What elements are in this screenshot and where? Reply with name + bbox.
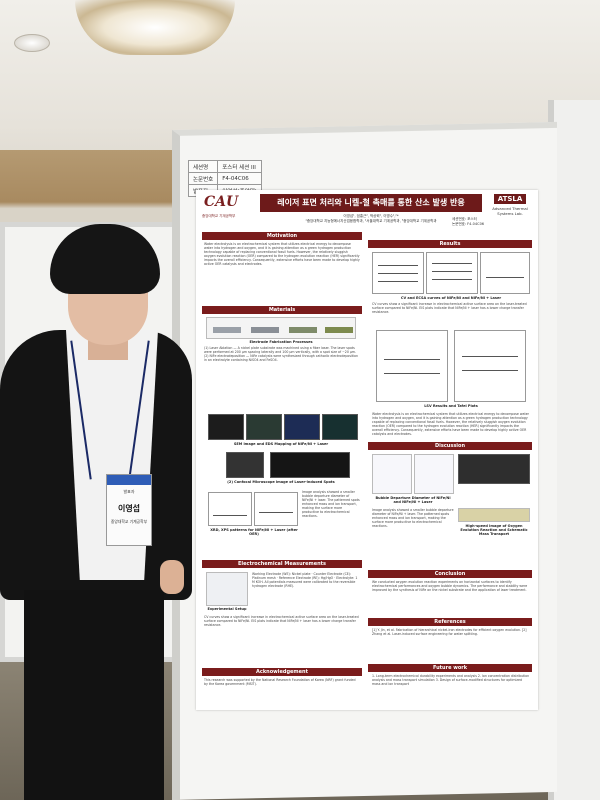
badge-role: 발표자 <box>123 489 135 494</box>
cv-ecsa-caption: CV and ECSA curves of NiFe/Ni and NiFe/N… <box>400 296 502 300</box>
sem-edx-caption: SEM image and EDS Mapping of NiFe/Ni + L… <box>233 442 329 446</box>
bubble-histogram <box>372 454 412 494</box>
section-discussion-header: Discussion <box>368 442 532 450</box>
lab-logo: ATSLA Advanced Thermal Systems Lab. <box>486 194 534 224</box>
tafel-plot <box>454 330 526 402</box>
mass-transport-schematic <box>458 508 530 522</box>
motivation-text: Water electrolysis is an electrochemical… <box>204 242 360 266</box>
results-text: CV curves show a significant increase in… <box>372 302 527 314</box>
cv-plot <box>372 252 424 294</box>
badge-stripe <box>107 475 151 485</box>
name-badge: 발표자 이영섭 중앙대학교 기계공학부 <box>106 474 152 546</box>
research-poster: CAU 중앙대학교 기계공학부 레이저 표면 처리와 니켈-철 촉매를 통한 산… <box>196 190 538 710</box>
section-conclusion-header: Conclusion <box>368 570 532 578</box>
university-logo-mark: CAU <box>204 194 239 210</box>
materials-text: (1) Laser Ablation — A nickel plate subs… <box>204 346 358 362</box>
section-results-header: Results <box>368 240 532 248</box>
university-logo: CAU 중앙대학교 기계공학부 <box>202 194 258 224</box>
lab-logo-mark: ATSLA <box>494 194 526 204</box>
board-info-value: F4-04C06 <box>217 172 262 185</box>
setup-caption: Experimental Setup <box>207 607 247 611</box>
board-info-row: 논문번호 F4-04C06 <box>187 172 262 185</box>
board-info-row: 세션명 포스터 세션 III <box>187 160 262 173</box>
fabrication-figure <box>206 317 356 339</box>
setup-figure <box>206 572 248 606</box>
cv-plot <box>426 252 478 294</box>
xrd-caption: XRD, XPS patterns for NiFe/Ni + Laser (a… <box>210 528 298 536</box>
section-motivation-header: Motivation <box>202 232 362 240</box>
conclusion-text: We conducted oxygen evolution reaction e… <box>372 580 528 592</box>
figure-step <box>251 327 279 333</box>
lsv-caption: LSV Results and Tafel Plots <box>424 404 478 408</box>
cross-section-image <box>270 452 350 478</box>
sem-image <box>208 414 244 440</box>
bubble-diagram-caption: Bubble Departure Diameter of NiFe/Ni and… <box>375 496 451 504</box>
lsv-text: Water electrolysis is an electrochemical… <box>372 412 529 436</box>
fabrication-caption: Electrode Fabrication Processes <box>249 340 313 344</box>
poster-header: CAU 중앙대학교 기계공학부 레이저 표면 처리와 니켈-철 촉매를 통한 산… <box>196 190 538 228</box>
board-info-key: 세션명 <box>187 160 219 173</box>
sem-image <box>246 414 282 440</box>
confocal-image <box>226 452 264 478</box>
xps-description: Image analysis showed a smaller bubble d… <box>302 490 360 518</box>
discussion-text: Image analysis showed a smaller bubble d… <box>372 508 454 528</box>
session-info: 세션번호: 포스터 논문번호: F4-04C06 <box>452 217 484 226</box>
ceiling-light <box>14 34 50 52</box>
badge-name: 이영섭 <box>117 504 141 513</box>
references-text: [1] Y. Jin, et al. Fabrication of hierar… <box>372 628 527 636</box>
high-speed-image <box>458 454 530 484</box>
section-acknowledgement-header: Acknowledgement <box>202 668 362 676</box>
acknowledgement-text: This research was supported by the Natio… <box>204 678 356 686</box>
paper-number: 논문번호: F4-04C06 <box>452 221 485 226</box>
chandelier <box>75 0 235 55</box>
section-materials-header: Materials <box>202 306 362 314</box>
xps-plot <box>254 492 298 526</box>
lsv-plot <box>376 330 448 402</box>
board-info-key: 논문번호 <box>187 172 219 185</box>
figure-step <box>325 327 353 333</box>
person-hand <box>160 560 184 594</box>
poster-authors: 이영섭¹, 엄홍근², 박상혁¹, 이명수¹,²* ¹중앙대학교 지능형에너지산… <box>260 214 482 224</box>
figure-step <box>213 327 241 333</box>
session-number: 세션번호: 포스터 <box>452 217 477 221</box>
ecsa-plot <box>480 252 530 294</box>
author-affiliations: ¹중앙대학교 지능형에너지산업융합학과, ²서울대학교 기계공학과, ³중앙대학… <box>305 219 437 223</box>
cross-section-caption: (2) Confocal Microscope image of Laser-i… <box>227 480 335 484</box>
badge-affiliation: 중앙대학교 기계공학부 <box>110 519 148 524</box>
electrochem-list: Working Electrode (WE): Nickel plate · C… <box>252 572 358 588</box>
poster-title: 레이저 표면 처리와 니켈-철 촉매를 통한 산소 발생 반응 <box>260 194 482 212</box>
xrd-plot <box>208 492 252 526</box>
section-future-work-header: Future work <box>368 664 532 672</box>
eds-map <box>322 414 358 440</box>
future-work-text: 1. Long-term electrochemical durability … <box>372 674 530 686</box>
highspeed-caption: High-speed image of Oxygen Evolution Rea… <box>460 524 528 536</box>
section-references-header: References <box>368 618 532 626</box>
board-info-value: 포스터 세션 III <box>217 160 262 173</box>
section-electrochem-header: Electrochemical Measurements <box>202 560 362 568</box>
person-pants <box>24 590 164 800</box>
lab-name: Advanced Thermal Systems Lab. <box>492 206 528 216</box>
electrochem-text: CV curves show a significant increase in… <box>204 615 359 627</box>
bubble-histogram <box>414 454 454 494</box>
author-names: 이영섭¹, 엄홍근², 박상혁¹, 이명수¹,²* <box>343 214 399 218</box>
person-hair <box>50 224 160 294</box>
eds-map <box>284 414 320 440</box>
university-logo-text: 중앙대학교 기계공학부 <box>202 214 236 218</box>
figure-step <box>289 327 317 333</box>
